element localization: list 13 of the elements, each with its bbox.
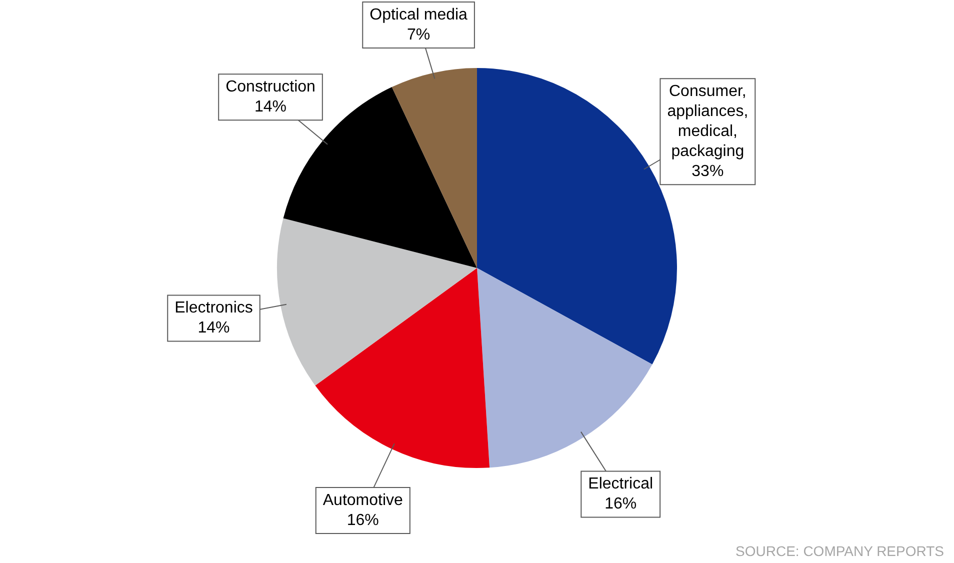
slice-label: Automotive [322,492,404,509]
slice-label: Electronics [174,300,253,317]
slice-label: Electrical [588,476,654,493]
data-label: 14% [254,98,287,116]
data-label: 16% [604,496,637,513]
slice-label: Consumer, appliances, medical, packaging [667,82,748,160]
data-label: 7% [406,26,430,44]
data-label: 33% [692,162,724,180]
source-note: SOURCE: COMPANY REPORTS [736,543,944,559]
slice-label: Optical media [370,6,468,24]
data-label: 16% [346,512,379,529]
data-label: 14% [198,320,230,337]
slice-label: Construction [226,78,316,96]
